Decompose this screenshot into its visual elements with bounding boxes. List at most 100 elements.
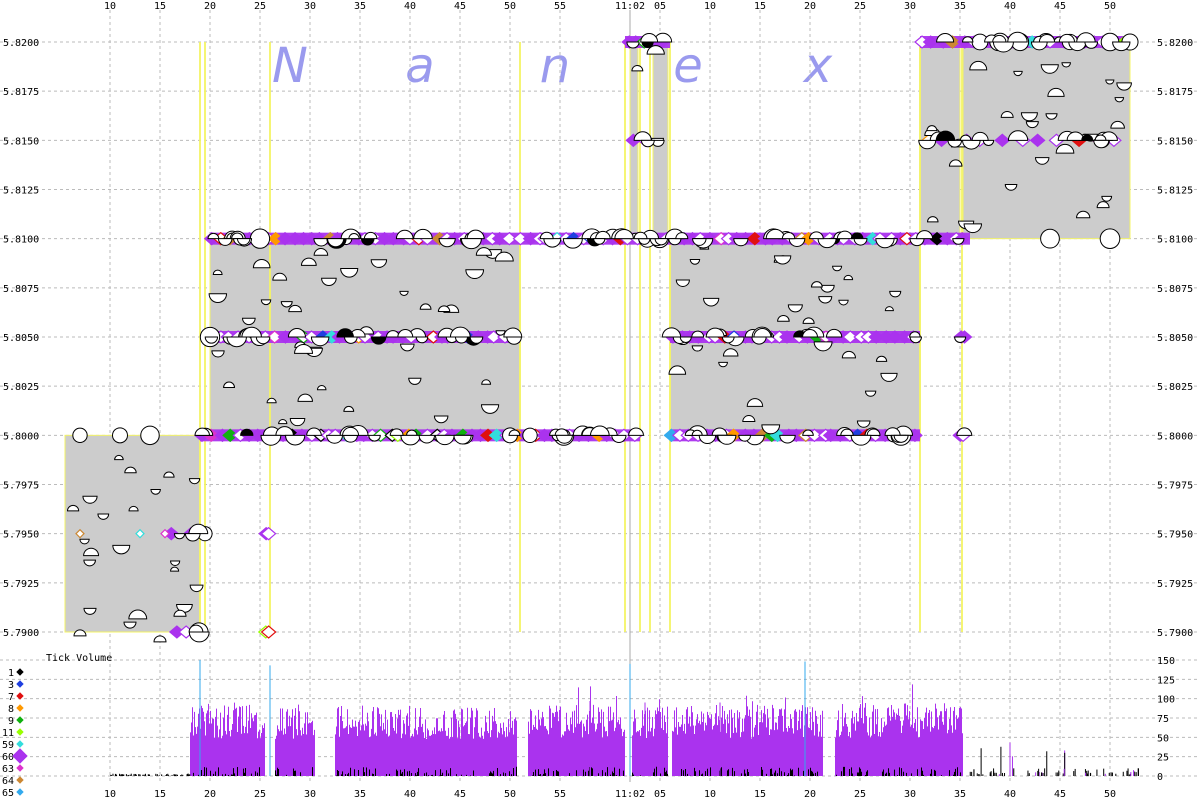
trade-marker xyxy=(363,231,378,240)
quote-marker xyxy=(260,625,277,639)
trade-marker xyxy=(173,609,187,617)
trade-marker xyxy=(779,434,796,444)
trade-marker xyxy=(1000,110,1014,118)
trade-marker xyxy=(628,427,644,436)
legend-label: 64 xyxy=(2,776,14,787)
time-tick-label-top: 25 xyxy=(254,1,266,12)
trade-marker xyxy=(1114,97,1125,103)
trade-marker xyxy=(297,393,313,402)
trade-marker xyxy=(1110,120,1125,129)
trade-marker xyxy=(556,434,573,444)
trade-marker xyxy=(777,315,790,322)
trade-marker xyxy=(595,230,611,240)
time-tick-label-bottom: 40 xyxy=(404,789,416,800)
trade-marker xyxy=(1081,134,1094,141)
trade-marker xyxy=(948,159,963,167)
trade-marker xyxy=(469,336,484,344)
trade-marker xyxy=(194,427,210,436)
trade-marker xyxy=(832,265,843,272)
trade-marker xyxy=(389,428,404,436)
trade-marker xyxy=(721,336,735,344)
trade-marker xyxy=(260,299,272,306)
trade-marker xyxy=(128,609,148,620)
trade-marker xyxy=(343,406,355,412)
time-tick-label-top: 45 xyxy=(454,1,466,12)
price-tick-label-left: 5.8075 xyxy=(3,284,39,295)
trade-marker xyxy=(397,329,414,338)
trade-marker xyxy=(875,238,895,249)
legend-label: 63 xyxy=(2,764,14,775)
volume-tick-label: 25 xyxy=(1157,753,1169,764)
price-tick-label-left: 5.8100 xyxy=(3,235,39,246)
trade-marker xyxy=(691,345,704,352)
trade-marker xyxy=(1045,113,1058,120)
trade-marker xyxy=(589,425,610,436)
trade-marker xyxy=(83,547,100,557)
brand-letter: n xyxy=(540,38,570,94)
volume-tick-label: 0 xyxy=(1157,772,1163,783)
trade-marker xyxy=(170,560,181,566)
trade-marker xyxy=(83,559,96,567)
legend-label: 11 xyxy=(2,728,14,739)
quote-marker xyxy=(75,528,85,539)
price-tick-label-right: 5.8025 xyxy=(1157,382,1193,393)
trade-marker xyxy=(841,350,856,359)
trade-marker xyxy=(280,301,293,308)
price-tick-label-right: 5.7925 xyxy=(1157,579,1193,590)
trade-marker xyxy=(705,327,725,338)
trade-marker xyxy=(1099,228,1121,249)
trade-marker xyxy=(522,427,538,444)
trade-marker xyxy=(963,223,983,234)
trade-marker xyxy=(711,427,728,436)
trade-marker xyxy=(889,290,902,298)
trade-marker xyxy=(753,328,772,338)
time-tick-label-top: 25 xyxy=(854,1,866,12)
trade-marker xyxy=(453,434,472,445)
trade-marker xyxy=(266,397,277,404)
time-tick-label-bottom: 15 xyxy=(754,789,766,800)
trade-marker xyxy=(408,377,422,385)
trade-marker xyxy=(1105,79,1115,85)
trade-marker xyxy=(982,139,995,146)
trade-marker xyxy=(611,434,627,443)
trade-marker xyxy=(1040,64,1059,74)
trade-marker xyxy=(66,504,80,512)
trade-marker xyxy=(875,355,888,362)
trade-marker xyxy=(173,533,186,540)
trade-marker xyxy=(72,427,88,444)
trade-marker xyxy=(140,425,160,446)
trade-marker xyxy=(278,418,288,425)
trade-marker xyxy=(327,238,345,248)
time-tick-label-top: 11:02 xyxy=(615,1,645,12)
trade-marker xyxy=(494,251,514,262)
trade-marker xyxy=(640,33,659,43)
trade-marker xyxy=(1055,143,1075,154)
volume-title: Tick Volume xyxy=(46,653,112,664)
trade-marker xyxy=(864,390,877,397)
trade-marker xyxy=(853,238,868,246)
price-tick-label-right: 5.8050 xyxy=(1157,333,1193,344)
trade-marker xyxy=(340,268,359,278)
trade-marker xyxy=(170,566,180,572)
trade-marker xyxy=(1093,139,1110,148)
trade-marker xyxy=(1112,41,1131,51)
legend-label: 1 xyxy=(8,668,14,679)
trade-marker xyxy=(689,259,701,265)
trade-marker xyxy=(1040,228,1060,249)
legend-swatch xyxy=(16,680,24,688)
trade-marker xyxy=(481,379,492,385)
trade-marker xyxy=(79,538,90,545)
trade-marker xyxy=(236,238,251,246)
time-tick-label-top: 05 xyxy=(654,1,666,12)
trade-marker xyxy=(802,317,815,324)
price-tick-label-right: 5.7950 xyxy=(1157,530,1193,541)
trade-marker xyxy=(508,429,521,436)
trade-marker xyxy=(1034,157,1050,165)
trade-marker xyxy=(114,454,124,461)
legend-label: 60 xyxy=(2,752,14,763)
time-tick-label-top: 35 xyxy=(954,1,966,12)
trade-marker xyxy=(843,274,854,281)
price-tick-label-right: 5.8125 xyxy=(1157,186,1193,197)
trade-marker xyxy=(935,130,956,141)
